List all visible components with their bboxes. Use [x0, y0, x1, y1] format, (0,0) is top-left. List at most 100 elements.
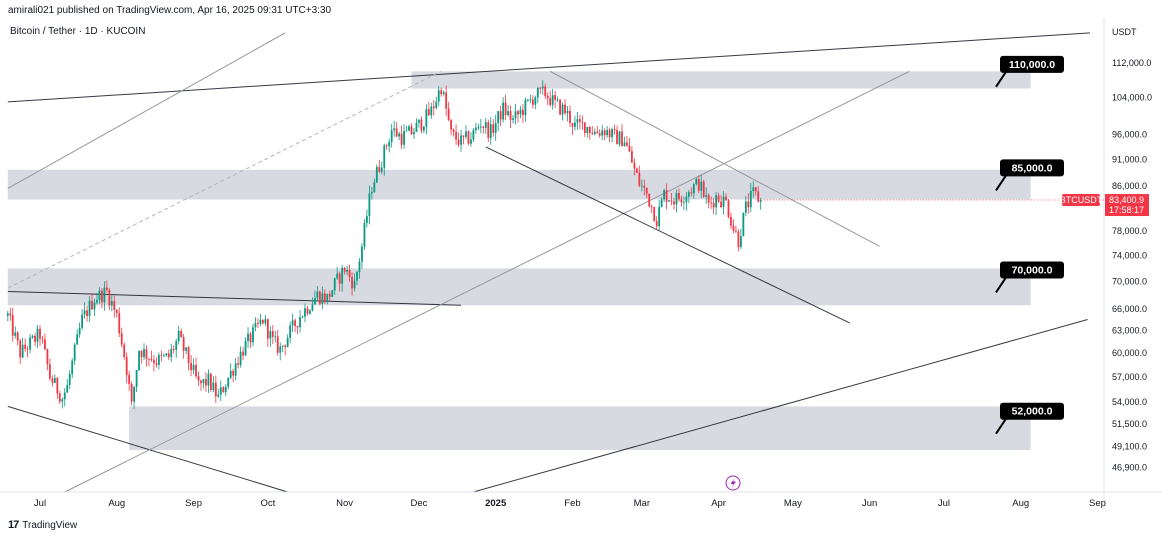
candle-body	[408, 126, 410, 131]
candle-body	[479, 126, 482, 128]
candle-body	[125, 357, 128, 376]
candle-body	[321, 293, 324, 304]
candle-body	[105, 287, 108, 291]
callout-box	[1000, 261, 1064, 279]
candle-body	[11, 315, 14, 336]
candle-body	[190, 362, 192, 371]
candle-body	[331, 290, 334, 297]
candle-body	[455, 131, 457, 140]
candle-body	[754, 187, 757, 192]
trend-line-3	[7, 32, 286, 189]
candle-body	[180, 330, 183, 338]
candle-body	[291, 320, 294, 326]
candle-body	[148, 358, 150, 360]
tradingview-footer[interactable]: 17 TradingView	[8, 519, 77, 531]
candle-body	[643, 185, 646, 188]
candle-body	[73, 344, 76, 361]
candle-body	[162, 355, 165, 357]
candle-body	[306, 308, 309, 314]
candle-body	[395, 128, 398, 137]
candle-body	[328, 293, 331, 297]
candle-body	[234, 363, 237, 376]
candle-body	[279, 346, 282, 353]
candle-body	[707, 195, 710, 203]
candle-body	[752, 187, 755, 191]
candle-body	[380, 167, 383, 172]
candle-body	[101, 290, 103, 303]
candle-body	[631, 151, 633, 163]
candle-body	[489, 124, 492, 138]
candle-body	[185, 347, 188, 351]
candle-body	[581, 121, 584, 123]
price-axis[interactable]: USDT 112,000.0 104,000.0 96,000.0 91,000.0 86…	[1103, 18, 1152, 510]
price-tick-label: 60,000.0	[1112, 348, 1147, 358]
candle-body	[58, 393, 61, 402]
candle-body	[266, 319, 269, 339]
candle-body	[219, 387, 222, 395]
candle-body	[366, 216, 368, 223]
trend-line-2	[7, 405, 288, 493]
candle-body	[336, 273, 339, 279]
candle-body	[373, 182, 376, 192]
candle-body	[452, 129, 455, 132]
candle-body	[638, 172, 641, 186]
candle-body	[316, 291, 319, 299]
callout-pointer	[995, 276, 1007, 294]
trendlines-layer	[7, 32, 1091, 493]
tradingview-brand: TradingView	[22, 519, 78, 531]
candle-body	[353, 280, 356, 289]
candle-body	[88, 300, 91, 316]
lightning-icon	[730, 478, 736, 488]
candle-body	[586, 126, 589, 134]
candle-body	[202, 379, 205, 384]
candle-body	[296, 325, 299, 328]
time-tick-label: Feb	[564, 498, 580, 509]
price-tick-label: 74,000.0	[1112, 251, 1147, 261]
candle-body	[427, 109, 430, 116]
candle-body	[56, 377, 59, 394]
zone-3	[129, 406, 1031, 451]
zones-layer	[7, 71, 1031, 451]
candle-body	[442, 92, 445, 95]
candle-body	[660, 199, 663, 207]
candle-body	[596, 131, 599, 134]
candle-body	[21, 344, 24, 358]
candle-body	[574, 122, 576, 127]
candle-body	[264, 319, 267, 324]
time-axis[interactable]: Jul Aug Sep Oct Nov Dec 2025 Feb Mar Apr May Jun Jul…	[0, 491, 1162, 509]
candle-body	[259, 319, 262, 324]
candle-body	[554, 95, 557, 100]
candle-body	[744, 201, 747, 213]
candle-body	[747, 201, 750, 208]
candle-body	[588, 126, 591, 134]
candle-body	[269, 331, 272, 339]
candle-body	[623, 142, 626, 147]
candle-body	[29, 337, 31, 350]
candle-body	[66, 384, 69, 393]
candle-body	[81, 314, 84, 328]
candle-body	[14, 332, 17, 336]
candle-body	[68, 374, 71, 385]
candle-body	[531, 99, 534, 105]
candle-body	[390, 130, 393, 142]
candle-body	[626, 142, 628, 146]
time-tick-label: Jul	[938, 498, 950, 509]
candle-body	[422, 126, 425, 131]
candle-body	[177, 330, 180, 342]
candle-body	[113, 301, 116, 310]
candle-body	[700, 181, 703, 191]
candle-body	[34, 335, 36, 342]
candle-body	[467, 131, 470, 144]
candle-body	[26, 348, 29, 350]
candle-body	[370, 191, 373, 194]
candle-body	[470, 139, 472, 144]
candle-body	[9, 313, 12, 316]
candle-body	[418, 119, 420, 123]
candle-body	[648, 193, 651, 207]
price-tick-label: 70,000.0	[1112, 276, 1147, 286]
candle-body	[309, 310, 311, 314]
candle-body	[457, 139, 460, 145]
candle-body	[237, 363, 240, 365]
candle-body	[400, 133, 403, 145]
